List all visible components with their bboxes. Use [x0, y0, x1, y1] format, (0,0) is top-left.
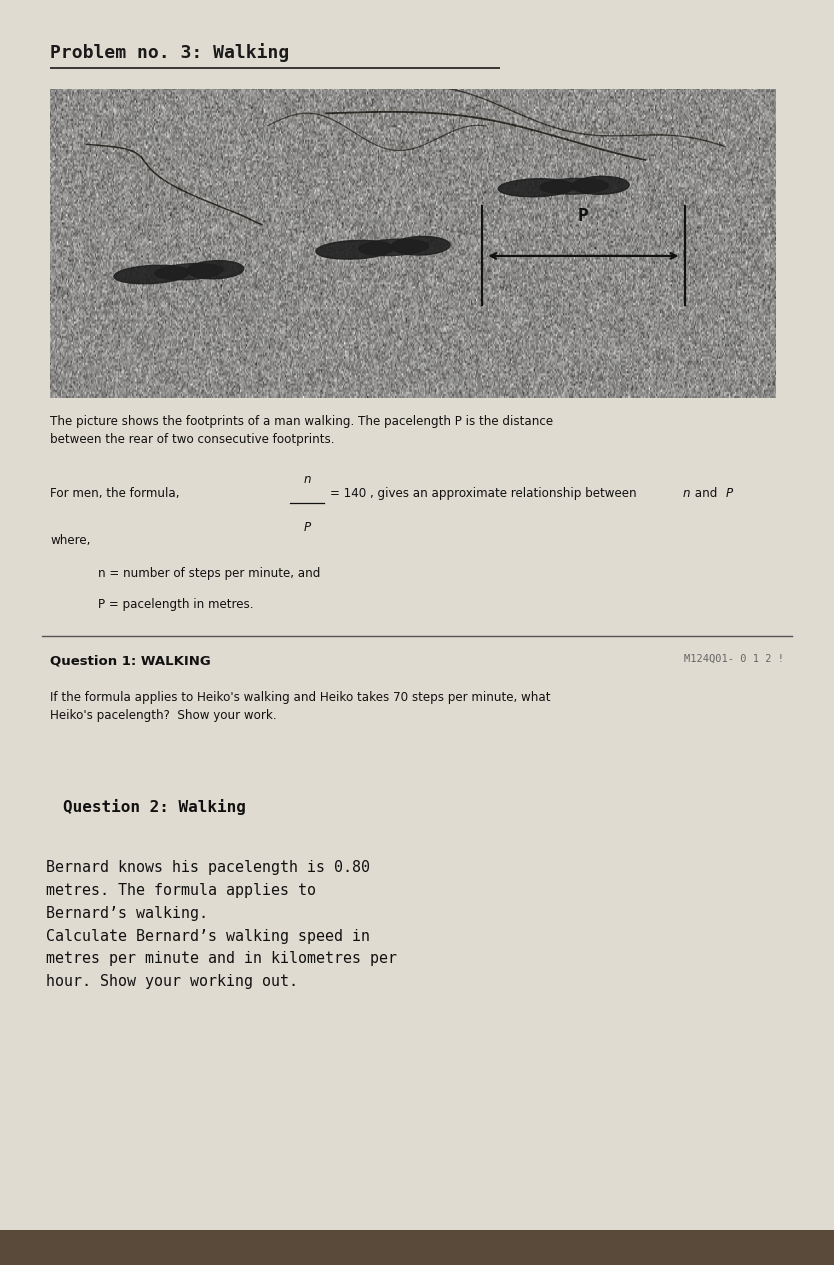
Text: M124Q01- 0 1 2 !: M124Q01- 0 1 2 !: [684, 654, 784, 664]
Text: P: P: [304, 521, 310, 534]
Text: n: n: [304, 473, 310, 486]
Text: P: P: [726, 487, 733, 500]
Text: = 140 , gives an approximate relationship between: = 140 , gives an approximate relationshi…: [330, 487, 641, 500]
Text: where,: where,: [50, 534, 90, 546]
Text: If the formula applies to Heiko's walking and Heiko takes 70 steps per minute, w: If the formula applies to Heiko's walkin…: [50, 691, 550, 722]
Text: and: and: [691, 487, 721, 500]
Ellipse shape: [498, 178, 574, 197]
Text: n = number of steps per minute, and: n = number of steps per minute, and: [83, 567, 321, 579]
Text: The picture shows the footprints of a man walking. The pacelength P is the dista: The picture shows the footprints of a ma…: [50, 415, 553, 447]
Text: Problem no. 3: Walking: Problem no. 3: Walking: [50, 43, 289, 62]
Ellipse shape: [540, 178, 608, 195]
Ellipse shape: [391, 237, 450, 256]
Text: Question 1: WALKING: Question 1: WALKING: [50, 654, 211, 667]
Text: P: P: [578, 207, 589, 225]
Ellipse shape: [359, 239, 429, 256]
Text: n: n: [682, 487, 690, 500]
Text: Bernard knows his pacelength is 0.80
metres. The formula applies to
Bernard’s wa: Bernard knows his pacelength is 0.80 met…: [46, 860, 397, 989]
Ellipse shape: [187, 261, 244, 278]
Text: For men, the formula,: For men, the formula,: [50, 487, 182, 500]
Bar: [0, 1230, 834, 1265]
Text: Question 2: Walking: Question 2: Walking: [63, 799, 245, 816]
Ellipse shape: [114, 266, 189, 283]
Text: P = pacelength in metres.: P = pacelength in metres.: [83, 598, 254, 611]
Ellipse shape: [572, 176, 629, 195]
Ellipse shape: [155, 263, 223, 280]
Ellipse shape: [316, 240, 394, 259]
